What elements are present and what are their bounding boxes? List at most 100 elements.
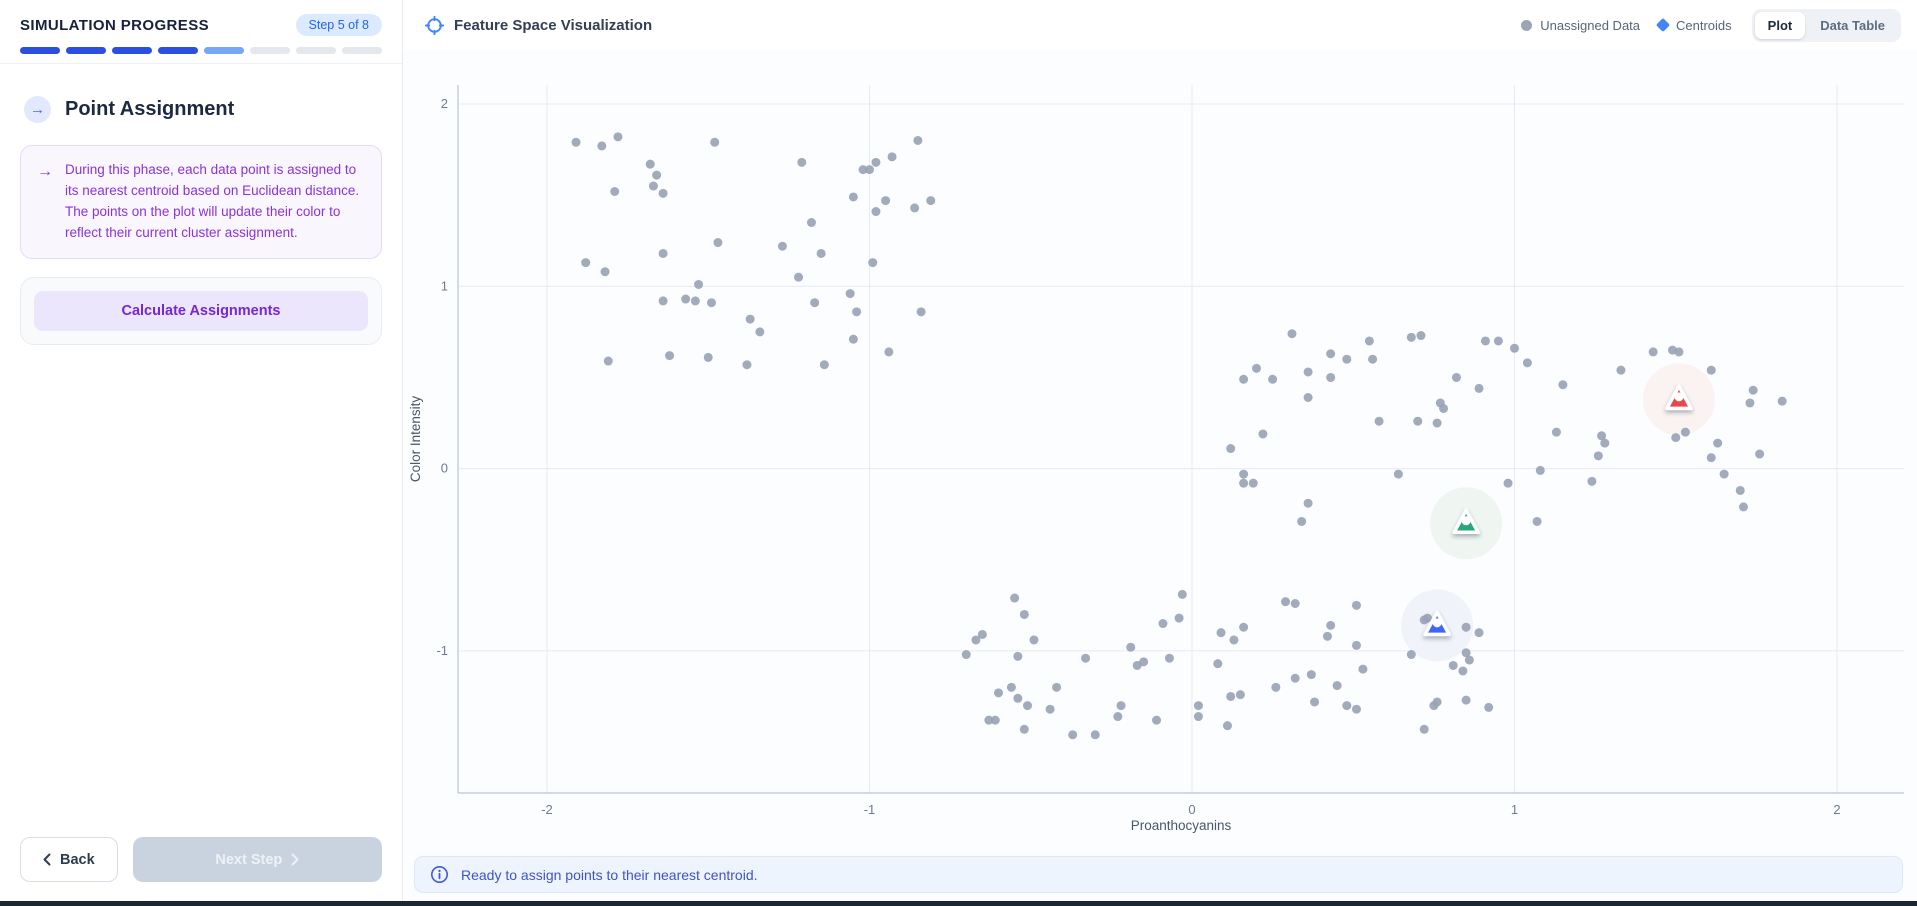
data-point[interactable]: [1351, 640, 1361, 650]
data-point[interactable]: [1648, 347, 1658, 357]
data-point[interactable]: [1229, 635, 1239, 645]
data-point[interactable]: [806, 217, 816, 227]
data-point[interactable]: [994, 688, 1003, 698]
data-point[interactable]: [984, 715, 994, 725]
data-point[interactable]: [1193, 712, 1203, 722]
data-point[interactable]: [816, 248, 826, 258]
data-point[interactable]: [990, 715, 1000, 725]
data-point[interactable]: [1451, 372, 1461, 382]
next-step-button[interactable]: Next Step: [132, 837, 382, 882]
data-point[interactable]: [1510, 343, 1519, 353]
data-point[interactable]: [581, 258, 591, 268]
data-point[interactable]: [1755, 449, 1765, 459]
data-point[interactable]: [1416, 331, 1426, 341]
data-point[interactable]: [742, 360, 752, 370]
data-point[interactable]: [690, 296, 700, 306]
data-point[interactable]: [1326, 620, 1336, 630]
data-point[interactable]: [1303, 367, 1313, 377]
data-point[interactable]: [810, 298, 820, 308]
data-point[interactable]: [613, 132, 623, 142]
data-point[interactable]: [1116, 701, 1126, 711]
back-button[interactable]: Back: [20, 837, 118, 882]
data-point[interactable]: [1461, 622, 1471, 632]
data-point[interactable]: [703, 352, 713, 362]
data-point[interactable]: [881, 196, 891, 206]
centroid-marker[interactable]: [1423, 610, 1451, 637]
data-point[interactable]: [871, 157, 881, 167]
data-point[interactable]: [665, 351, 675, 361]
data-point[interactable]: [1558, 380, 1568, 390]
data-point[interactable]: [1422, 613, 1432, 623]
data-point[interactable]: [848, 334, 858, 344]
data-point[interactable]: [858, 165, 868, 175]
data-point[interactable]: [1290, 673, 1300, 683]
data-point[interactable]: [658, 296, 668, 306]
data-point[interactable]: [1303, 498, 1313, 508]
data-point[interactable]: [1480, 336, 1490, 346]
data-point[interactable]: [1222, 721, 1232, 731]
data-point[interactable]: [603, 356, 613, 366]
data-point[interactable]: [1535, 465, 1545, 475]
data-point[interactable]: [1671, 433, 1681, 443]
data-point[interactable]: [1164, 653, 1174, 663]
data-point[interactable]: [1777, 396, 1787, 406]
data-point[interactable]: [865, 165, 874, 175]
centroid-marker[interactable]: [1452, 508, 1480, 535]
data-point[interactable]: [1484, 702, 1494, 712]
data-point[interactable]: [745, 314, 755, 324]
data-point[interactable]: [884, 347, 894, 357]
data-point[interactable]: [1745, 398, 1755, 408]
data-point[interactable]: [1126, 642, 1136, 652]
data-point[interactable]: [961, 650, 971, 660]
data-point[interactable]: [1258, 429, 1268, 439]
data-point[interactable]: [1461, 648, 1471, 658]
data-point[interactable]: [1306, 670, 1316, 680]
data-point[interactable]: [910, 203, 920, 213]
data-point[interactable]: [1393, 469, 1403, 479]
data-point[interactable]: [1006, 682, 1016, 692]
data-point[interactable]: [1287, 329, 1297, 339]
data-point[interactable]: [926, 196, 936, 206]
data-point[interactable]: [1448, 660, 1458, 670]
data-point[interactable]: [1322, 631, 1332, 641]
data-point[interactable]: [648, 181, 658, 191]
data-point[interactable]: [868, 258, 878, 268]
data-point[interactable]: [1326, 372, 1336, 382]
data-point[interactable]: [1429, 701, 1439, 711]
data-point[interactable]: [681, 294, 691, 304]
data-point[interactable]: [1213, 659, 1223, 669]
data-point[interactable]: [797, 157, 807, 167]
centroid-marker[interactable]: [1665, 384, 1693, 411]
data-point[interactable]: [1193, 701, 1203, 711]
data-point[interactable]: [1010, 593, 1020, 603]
data-point[interactable]: [1748, 385, 1758, 395]
data-point[interactable]: [1364, 336, 1374, 346]
data-point[interactable]: [1239, 374, 1249, 384]
toggle-data-table[interactable]: Data Table: [1807, 12, 1898, 39]
data-point[interactable]: [1719, 469, 1729, 479]
data-point[interactable]: [1158, 619, 1168, 629]
data-point[interactable]: [1458, 666, 1468, 676]
data-point[interactable]: [1674, 347, 1684, 357]
data-point[interactable]: [1013, 693, 1023, 703]
data-point[interactable]: [1326, 349, 1336, 359]
data-point[interactable]: [1152, 715, 1162, 725]
data-point[interactable]: [1029, 635, 1039, 645]
data-point[interactable]: [1432, 418, 1442, 428]
data-point[interactable]: [706, 298, 716, 308]
data-point[interactable]: [1413, 416, 1423, 426]
data-point[interactable]: [645, 159, 655, 169]
data-point[interactable]: [819, 360, 829, 370]
data-point[interactable]: [658, 248, 668, 258]
data-point[interactable]: [1023, 701, 1033, 711]
data-point[interactable]: [1597, 431, 1607, 441]
data-point[interactable]: [1013, 651, 1023, 661]
data-point[interactable]: [1235, 690, 1245, 700]
data-point[interactable]: [652, 170, 662, 180]
data-point[interactable]: [1216, 628, 1226, 638]
data-point[interactable]: [1226, 444, 1236, 454]
data-point[interactable]: [1351, 600, 1361, 610]
data-point[interactable]: [1406, 650, 1416, 660]
data-point[interactable]: [1706, 365, 1716, 375]
data-point[interactable]: [1068, 730, 1078, 740]
